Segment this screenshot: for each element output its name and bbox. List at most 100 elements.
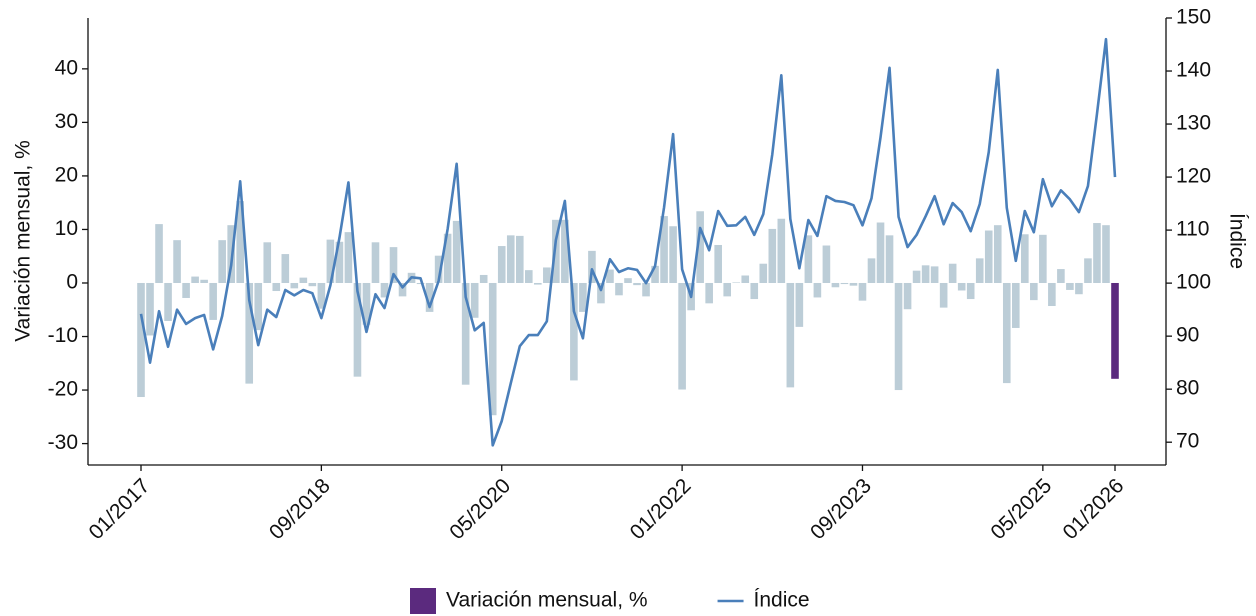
y-axis-title: Variación mensual, % — [12, 140, 35, 342]
bar — [470, 282, 479, 318]
bar — [876, 222, 885, 283]
bar — [389, 247, 398, 283]
y-tick-label: -10 — [48, 324, 78, 347]
bar — [1011, 282, 1020, 328]
bar — [1075, 282, 1083, 295]
bar — [281, 254, 290, 283]
bar — [1021, 234, 1029, 283]
y2-tick-label: 130 — [1176, 112, 1211, 135]
bar — [795, 282, 804, 327]
bar — [858, 282, 867, 301]
y-tick-label: 10 — [55, 217, 78, 240]
bar — [570, 282, 578, 381]
bar — [606, 269, 614, 283]
bar — [236, 201, 245, 283]
bar — [957, 282, 966, 291]
y2-tick-label: 120 — [1176, 165, 1211, 188]
y-tick-label: -30 — [48, 431, 78, 454]
x-tick-label: 01/2026 — [1059, 474, 1129, 544]
bar — [1066, 282, 1074, 290]
y2-tick-label: 80 — [1176, 377, 1199, 400]
bar — [849, 282, 858, 286]
x-tick-label: 01/2022 — [626, 474, 696, 544]
bar — [831, 282, 840, 288]
bar — [624, 278, 632, 283]
bar — [966, 282, 975, 300]
bar — [633, 282, 641, 286]
bar — [984, 230, 993, 283]
bar — [741, 275, 750, 283]
x-tick-label: 01/2017 — [85, 474, 155, 544]
bar — [597, 282, 605, 304]
bar — [245, 282, 254, 384]
bar — [723, 282, 732, 297]
y-tick-label: 30 — [55, 110, 78, 133]
bar — [1111, 282, 1119, 379]
bar — [1057, 269, 1065, 283]
bar — [705, 282, 713, 304]
y-tick-label: 20 — [55, 163, 78, 186]
bar — [362, 282, 371, 325]
bar — [615, 282, 623, 296]
bar — [777, 218, 786, 283]
bar — [561, 219, 569, 283]
bar — [497, 246, 506, 283]
bar — [1030, 282, 1038, 301]
bar — [398, 282, 407, 297]
bar — [588, 250, 596, 283]
bar — [885, 235, 894, 283]
y2-tick-label: 140 — [1176, 59, 1211, 82]
bar — [759, 263, 768, 283]
bar — [579, 282, 587, 312]
bar — [1048, 282, 1056, 307]
x-tick-label: 05/2020 — [445, 474, 515, 544]
bar — [903, 282, 912, 310]
x-tick-label: 09/2023 — [806, 474, 876, 544]
bar — [696, 211, 704, 283]
bar — [678, 282, 686, 390]
bar — [822, 245, 831, 283]
bar — [443, 233, 452, 283]
bar — [344, 232, 353, 283]
bar — [894, 282, 903, 391]
bar — [299, 277, 308, 283]
bar — [912, 270, 921, 283]
bar — [452, 220, 461, 283]
bar — [543, 267, 551, 283]
legend-label: Índice — [754, 589, 810, 612]
bar — [651, 265, 659, 283]
y2-tick-label: 110 — [1176, 218, 1209, 241]
bar — [993, 225, 1002, 283]
bar — [317, 282, 326, 309]
line — [139, 37, 1117, 447]
bar — [732, 282, 741, 283]
bar — [326, 239, 335, 283]
bar — [669, 226, 677, 283]
bar — [840, 282, 849, 285]
bar — [515, 235, 524, 283]
bar — [1093, 223, 1101, 283]
bar — [804, 235, 813, 283]
bar — [308, 282, 317, 287]
y-tick-label: 40 — [55, 56, 78, 79]
bar — [425, 282, 434, 312]
bar — [524, 270, 533, 283]
bar — [1039, 234, 1047, 283]
bar — [1084, 258, 1092, 283]
bar — [768, 228, 777, 283]
x-tick-label: 05/2025 — [986, 474, 1056, 544]
bar — [191, 276, 199, 283]
bar — [173, 240, 181, 283]
bar — [975, 258, 984, 283]
bar — [867, 258, 876, 283]
bar — [353, 282, 362, 377]
bar — [272, 282, 281, 292]
bar — [335, 241, 344, 283]
bar — [434, 255, 443, 283]
y2-tick-label: 100 — [1176, 271, 1211, 294]
bar — [479, 274, 488, 283]
bar — [750, 282, 759, 300]
y2-tick-label: 70 — [1176, 430, 1199, 453]
bar — [254, 282, 263, 331]
